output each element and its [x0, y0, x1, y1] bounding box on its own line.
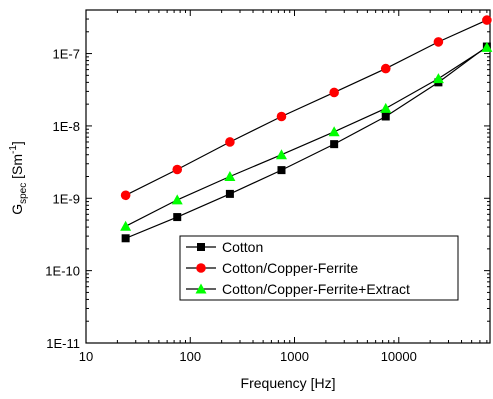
- legend-entry: Cotton: [186, 239, 263, 255]
- data-point: [173, 213, 182, 222]
- y-tick-label: 1E-9: [53, 191, 80, 206]
- legend-entry: Cotton/Copper-Ferrite+Extract: [186, 281, 410, 297]
- series-2: [120, 15, 492, 201]
- series-layer: [120, 15, 493, 243]
- legend-label: Cotton: [222, 239, 263, 255]
- data-point: [276, 111, 287, 122]
- x-tick-label: 100: [179, 349, 201, 364]
- data-point: [481, 41, 493, 52]
- data-point: [171, 194, 183, 205]
- legend-entry: Cotton/Copper-Ferrite: [186, 260, 358, 276]
- legend-marker: [195, 283, 207, 294]
- data-point: [380, 102, 392, 113]
- data-point: [433, 37, 444, 47]
- data-point: [275, 149, 287, 160]
- data-point: [225, 137, 235, 147]
- y-axis-label-superscript: -1: [8, 145, 19, 154]
- data-point: [328, 126, 340, 137]
- y-axis-label: Gspec [Sm-1]: [8, 141, 29, 215]
- x-axis-label: Frequency [Hz]: [241, 375, 336, 391]
- legend-marker: [197, 243, 205, 251]
- y-axis-label-subscript: spec: [18, 183, 29, 204]
- y-tick-label: 1E-11: [46, 336, 80, 351]
- data-point: [120, 220, 132, 231]
- legend-marker: [196, 263, 206, 273]
- y-axis-label-main: G: [9, 204, 25, 215]
- data-point: [225, 189, 234, 198]
- data-point: [381, 112, 390, 121]
- x-axis: 10 100 1000 10000: [79, 10, 488, 364]
- legend-label: Cotton/Copper-Ferrite: [222, 260, 358, 276]
- y-axis: 1E-11 1E-10 1E-9 1E-8 1E-7: [45, 9, 490, 351]
- legend: Cotton Cotton/Copper-Ferrite Cotton/Copper…: [179, 235, 459, 301]
- data-point: [120, 190, 131, 201]
- y-axis-label-unit: [Sm: [9, 154, 25, 183]
- legend-box: [179, 235, 459, 301]
- series-line: [125, 19, 488, 196]
- x-tick-label: 10: [79, 349, 93, 364]
- series-1: [121, 42, 491, 243]
- legend-label: Cotton/Copper-Ferrite+Extract: [222, 281, 410, 297]
- y-tick-label: 1E-10: [45, 264, 80, 279]
- x-tick-label: 1000: [280, 349, 309, 364]
- data-point: [224, 171, 236, 181]
- data-point: [380, 63, 391, 74]
- data-point: [432, 73, 444, 84]
- series-3: [120, 41, 493, 231]
- data-point: [172, 164, 183, 175]
- data-point: [482, 15, 492, 25]
- series-line: [125, 46, 488, 239]
- x-tick-label: 10000: [381, 349, 417, 364]
- data-point: [121, 234, 130, 243]
- series-line: [125, 46, 488, 227]
- data-point: [330, 140, 339, 149]
- y-tick-label: 1E-8: [53, 119, 80, 134]
- y-axis-label-unit-close: ]: [9, 141, 25, 145]
- y-tick-label: 1E-7: [53, 47, 80, 62]
- data-point: [277, 166, 286, 175]
- data-point: [329, 87, 339, 98]
